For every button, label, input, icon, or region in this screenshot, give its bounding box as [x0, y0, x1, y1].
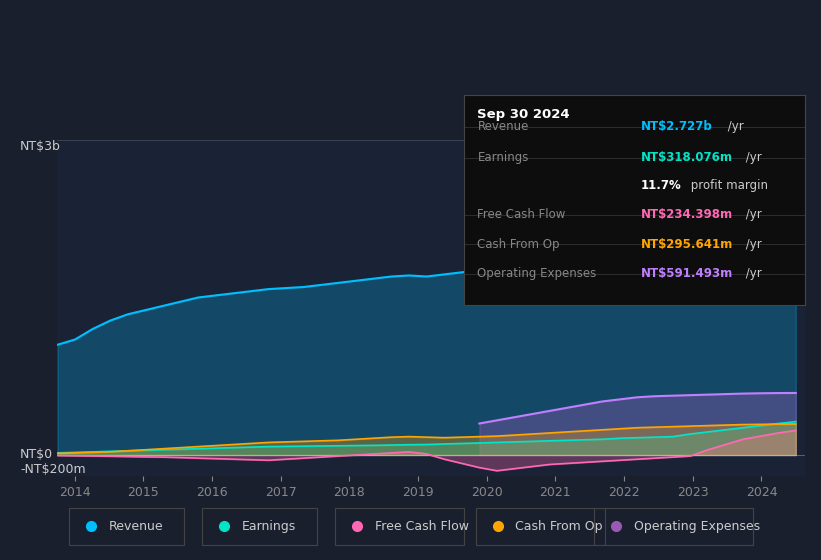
- Text: NT$295.641m: NT$295.641m: [641, 237, 733, 251]
- Text: -NT$200m: -NT$200m: [21, 463, 85, 476]
- Text: profit margin: profit margin: [687, 179, 768, 192]
- Text: Cash From Op: Cash From Op: [478, 237, 560, 251]
- Bar: [594, 507, 753, 545]
- Bar: [202, 507, 317, 545]
- Text: NT$2.727b: NT$2.727b: [641, 120, 713, 133]
- Text: NT$234.398m: NT$234.398m: [641, 208, 733, 221]
- Text: Earnings: Earnings: [478, 152, 529, 165]
- Text: Operating Expenses: Operating Expenses: [634, 520, 759, 533]
- Text: /yr: /yr: [742, 237, 762, 251]
- Text: Cash From Op: Cash From Op: [516, 520, 603, 533]
- Text: Revenue: Revenue: [109, 520, 163, 533]
- Text: Free Cash Flow: Free Cash Flow: [478, 208, 566, 221]
- Text: NT$3b: NT$3b: [21, 140, 61, 153]
- Text: Revenue: Revenue: [478, 120, 529, 133]
- Bar: [475, 507, 605, 545]
- Text: Sep 30 2024: Sep 30 2024: [478, 108, 570, 121]
- Text: /yr: /yr: [724, 120, 744, 133]
- Text: /yr: /yr: [742, 152, 762, 165]
- Bar: [69, 507, 184, 545]
- Text: NT$0: NT$0: [21, 449, 53, 461]
- Text: Operating Expenses: Operating Expenses: [478, 267, 597, 280]
- Bar: [335, 507, 465, 545]
- Text: Free Cash Flow: Free Cash Flow: [375, 520, 469, 533]
- Text: 11.7%: 11.7%: [641, 179, 681, 192]
- Text: /yr: /yr: [742, 208, 762, 221]
- Text: /yr: /yr: [742, 267, 762, 280]
- Text: NT$318.076m: NT$318.076m: [641, 152, 733, 165]
- Text: Earnings: Earnings: [242, 520, 296, 533]
- Text: NT$591.493m: NT$591.493m: [641, 267, 733, 280]
